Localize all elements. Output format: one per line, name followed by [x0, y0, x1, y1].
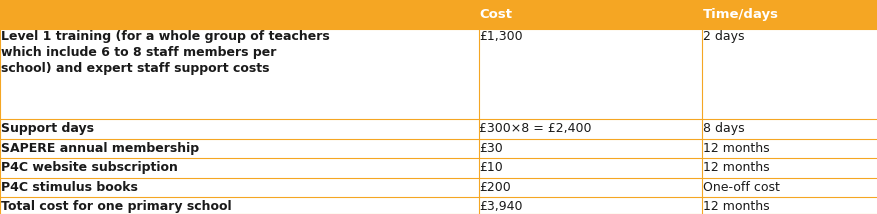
Text: Cost: Cost — [4, 205, 38, 214]
Text: P4C website subscription: P4C website subscription — [1, 161, 177, 174]
Bar — [0, 0, 478, 29]
Bar — [0, 158, 478, 177]
Text: Support days: Support days — [1, 122, 94, 135]
Bar — [478, 197, 702, 214]
Bar — [702, 197, 877, 214]
Text: £1,300: £1,300 — [479, 30, 522, 43]
Text: £10: £10 — [479, 161, 503, 174]
Bar — [702, 0, 877, 29]
Text: 12 months: 12 months — [702, 200, 769, 213]
Bar — [478, 177, 702, 197]
Text: One-off cost: One-off cost — [702, 181, 779, 194]
Text: Total cost for one primary school: Total cost for one primary school — [1, 200, 231, 213]
Bar — [0, 177, 478, 197]
Bar — [478, 29, 702, 119]
Bar — [0, 138, 478, 158]
Bar — [478, 119, 702, 138]
Text: 12 months: 12 months — [702, 161, 769, 174]
Text: £30: £30 — [479, 142, 503, 155]
Text: 8 days: 8 days — [702, 122, 744, 135]
Text: Cost: Cost — [479, 8, 511, 21]
Text: £3,940: £3,940 — [479, 200, 522, 213]
Text: SAPERE annual membership: SAPERE annual membership — [1, 142, 198, 155]
Bar — [478, 158, 702, 177]
Bar — [702, 177, 877, 197]
Bar — [702, 29, 877, 119]
Bar — [702, 138, 877, 158]
Text: £300×8 = £2,400: £300×8 = £2,400 — [479, 122, 591, 135]
Text: 2 days: 2 days — [702, 30, 744, 43]
Bar — [702, 158, 877, 177]
Text: Time/days: Time/days — [7, 205, 83, 214]
Bar — [478, 138, 702, 158]
Text: 12 months: 12 months — [702, 142, 769, 155]
Bar — [0, 197, 478, 214]
Text: £200: £200 — [479, 181, 510, 194]
Text: Time/days: Time/days — [702, 8, 778, 21]
Text: P4C stimulus books: P4C stimulus books — [1, 181, 138, 194]
Bar — [0, 119, 478, 138]
Bar — [478, 0, 702, 29]
Bar — [702, 119, 877, 138]
Text: Level 1 training (for a whole group of teachers
which include 6 to 8 staff membe: Level 1 training (for a whole group of t… — [1, 30, 329, 75]
Bar — [0, 29, 478, 119]
